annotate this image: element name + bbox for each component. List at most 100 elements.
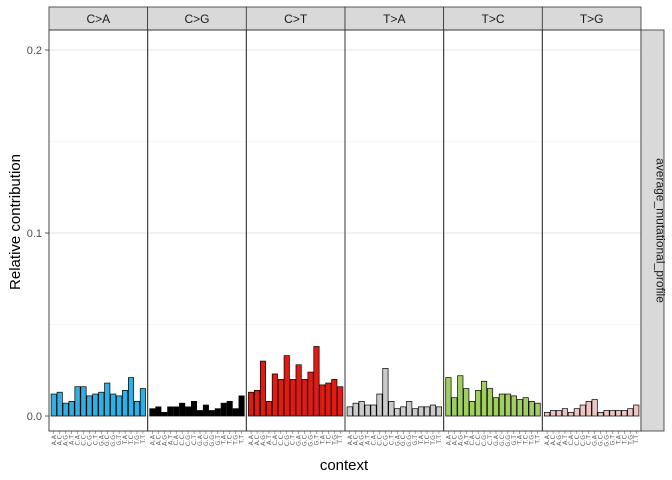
bar xyxy=(127,377,135,417)
bar xyxy=(445,377,452,417)
bar xyxy=(325,382,332,417)
x-tick-label: C.T xyxy=(290,435,297,445)
x-tick-label: T.A xyxy=(615,434,622,445)
facet-strip-label: T>C xyxy=(481,12,504,26)
row-strip-box xyxy=(640,29,665,432)
facet-strip-label: T>A xyxy=(383,12,405,26)
bar xyxy=(487,388,494,417)
x-tick-label: A.A xyxy=(248,434,255,445)
panel-border xyxy=(443,29,543,432)
bar xyxy=(435,406,442,417)
bar xyxy=(133,401,140,417)
bar xyxy=(510,395,517,417)
bar xyxy=(191,401,198,417)
bar xyxy=(254,390,261,417)
facet-strip-label: C>G xyxy=(184,12,209,26)
bar xyxy=(633,404,640,417)
x-tick-label: G.G xyxy=(604,435,611,447)
bar xyxy=(56,391,63,417)
x-tick-label: G.A xyxy=(197,434,204,446)
x-tick-label: G.C xyxy=(499,435,506,446)
x-tick-label: T.C xyxy=(325,435,332,445)
bar xyxy=(429,404,436,417)
facet-strip-label: T>G xyxy=(580,12,604,26)
x-tick-label: G.A xyxy=(592,434,599,446)
x-tick-label: G.T xyxy=(215,435,222,446)
bar xyxy=(277,379,284,417)
bar xyxy=(412,408,419,417)
x-tick-label: A.A xyxy=(544,434,551,445)
bar xyxy=(319,384,326,417)
x-tick-label: T.G xyxy=(627,435,634,446)
bar xyxy=(591,399,598,417)
row-strip-label: average_mutational_profile xyxy=(654,158,668,303)
x-tick-label: A.C xyxy=(57,435,64,445)
x-tick-label: C.G xyxy=(382,435,389,446)
x-tick-label: G.C xyxy=(400,435,407,446)
x-tick-label: G.T xyxy=(511,435,518,446)
x-tick-label: T.C xyxy=(621,435,628,445)
bar xyxy=(358,401,365,417)
x-tick-label: C.A xyxy=(272,434,279,445)
bar xyxy=(92,393,99,417)
bar xyxy=(50,393,57,417)
x-tick-label: C.G xyxy=(185,435,192,446)
bar xyxy=(382,368,389,417)
bar xyxy=(481,380,488,417)
bar xyxy=(498,393,505,417)
x-tick-label: G.A xyxy=(98,434,105,446)
bar xyxy=(214,408,221,417)
x-tick-label: T.A xyxy=(319,434,326,445)
x-tick-label: A.G xyxy=(556,435,563,446)
bar xyxy=(283,355,290,417)
x-tick-label: G.C xyxy=(104,435,111,446)
x-tick-label: A.C xyxy=(353,435,360,445)
x-tick-label: T.C xyxy=(523,435,530,445)
bar xyxy=(522,397,529,417)
x-tick-label: A.T xyxy=(266,435,273,445)
x-tick-label: T.G xyxy=(331,435,338,446)
y-axis-label: Relative contribution xyxy=(7,154,24,290)
x-tick-label: T.A xyxy=(517,434,524,445)
bar xyxy=(621,410,628,417)
panel-T-to-C: T>CA.AA.CA.GA.TC.AC.CC.GC.TG.AG.CG.GG.TT… xyxy=(443,6,543,447)
x-tick-label: G.G xyxy=(505,435,512,447)
bar xyxy=(609,410,616,417)
x-tick-label: G.A xyxy=(493,434,500,446)
x-tick-label: A.G xyxy=(457,435,464,446)
x-tick-label: C.C xyxy=(278,435,285,446)
bar xyxy=(504,393,511,417)
x-tick-label: T.C xyxy=(424,435,431,445)
x-tick-label: C.A xyxy=(469,434,476,445)
x-tick-label: A.C xyxy=(451,435,458,445)
bar xyxy=(185,406,192,417)
bar xyxy=(98,391,105,417)
bar xyxy=(534,402,541,417)
bar xyxy=(615,410,622,417)
panel-border xyxy=(147,29,247,432)
bar xyxy=(451,397,458,417)
bar xyxy=(406,401,413,417)
panel-border xyxy=(541,29,642,432)
x-tick-label: T.A xyxy=(122,434,129,445)
x-tick-label: A.T xyxy=(562,435,569,445)
x-tick-label: T.T xyxy=(436,435,443,445)
bar xyxy=(352,402,359,417)
x-tick-label: A.T xyxy=(365,435,372,445)
y-tick-label: 0.0 xyxy=(27,411,42,423)
x-tick-label: C.T xyxy=(487,435,494,445)
x-tick-label: G.T xyxy=(412,435,419,446)
x-tick-label: T.T xyxy=(535,435,542,445)
x-tick-label: T.T xyxy=(239,435,246,445)
x-tick-label: G.A xyxy=(296,434,303,446)
bar xyxy=(104,382,111,417)
panel-C-to-G: C>GA.AA.CA.GA.TC.AC.CC.GC.TG.AG.CG.GG.TT… xyxy=(147,6,247,447)
panel-border xyxy=(48,29,149,432)
bar xyxy=(492,397,499,417)
x-tick-label: C.C xyxy=(574,435,581,446)
bar xyxy=(555,410,563,417)
x-tick-label: A.C xyxy=(550,435,557,445)
x-tick-label: C.G xyxy=(580,435,587,446)
bar xyxy=(394,408,401,417)
x-tick-label: A.C xyxy=(155,435,162,445)
